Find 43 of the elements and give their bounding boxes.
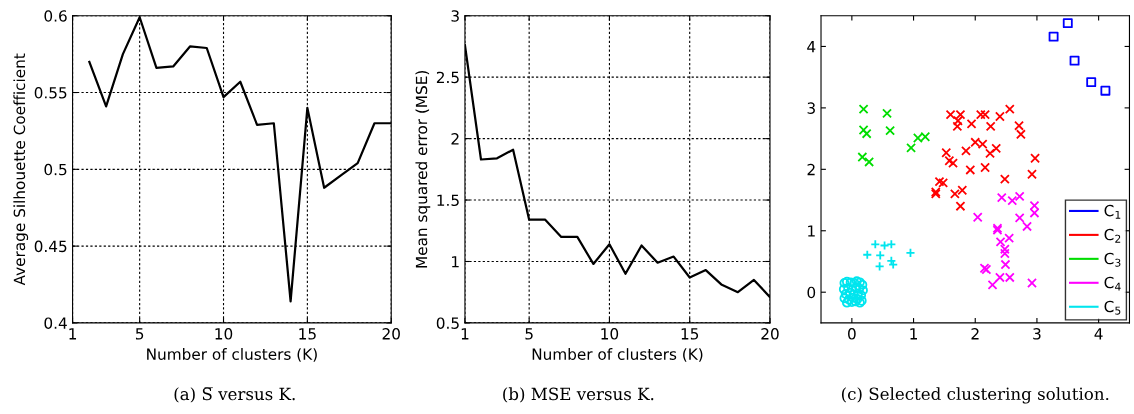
text: (a) S̅ versus K. — [174, 387, 295, 403]
y-tick-label: 0 — [807, 286, 816, 299]
y-tick-label: 0.6 — [44, 10, 67, 22]
text: (b) MSE versus K. — [503, 387, 654, 403]
x-axis-title: Number of clusters (K) — [532, 348, 703, 362]
y-axis-title: Average Silhouette Coefficient — [13, 53, 29, 286]
x-tick-label: 10 — [215, 328, 233, 340]
x-tick-label: 2 — [971, 328, 979, 340]
y-tick-label: 1 — [808, 225, 815, 237]
y-tick-label: 0.45 — [34, 240, 67, 253]
x-tick-label: 15 — [681, 328, 699, 340]
x-tick-label: 1 — [69, 328, 77, 340]
y-tick-label: 0.5 — [44, 163, 67, 176]
x-tick-label: 20 — [382, 328, 400, 340]
x-tick-label: 0 — [848, 328, 856, 340]
x-tick-label: 10 — [601, 328, 619, 340]
y-tick-label: 2 — [451, 133, 459, 145]
x-tick-label: 20 — [761, 328, 779, 340]
x-tick-label: 1 — [910, 328, 917, 340]
x-tick-label: 5 — [135, 328, 144, 340]
y-axis-title: Mean squared error (MSE) — [415, 70, 431, 268]
x-axis-title: Number of clusters (K) — [147, 348, 317, 362]
y-tick-label: 0.55 — [34, 86, 67, 99]
y-tick-label: 4 — [807, 41, 816, 53]
legend-label: C$_{5}$ — [1104, 300, 1121, 315]
y-tick-label: 2.5 — [436, 71, 459, 84]
x-tick-label: 3 — [1033, 328, 1041, 340]
text: (c) Selected clustering solution. — [841, 387, 1109, 404]
y-tick-label: 0.5 — [436, 317, 459, 329]
x-tick-label: 1 — [461, 328, 469, 340]
x-tick-label: 4 — [1094, 328, 1103, 340]
y-tick-label: 2 — [807, 163, 815, 176]
x-tick-label: 5 — [525, 328, 533, 340]
y-tick-label: 3 — [451, 10, 459, 22]
y-tick-label: 1.5 — [437, 194, 459, 207]
y-tick-label: 1 — [452, 256, 459, 268]
legend-label: C$_{4}$ — [1104, 276, 1121, 291]
x-tick-label: 15 — [299, 328, 316, 340]
legend-label: C$_{3}$ — [1104, 252, 1121, 267]
y-tick-label: 0.4 — [44, 317, 67, 329]
legend-label: C$_{1}$ — [1104, 204, 1121, 219]
y-tick-label: 3 — [807, 102, 815, 114]
legend-label: C$_{2}$ — [1104, 228, 1121, 243]
